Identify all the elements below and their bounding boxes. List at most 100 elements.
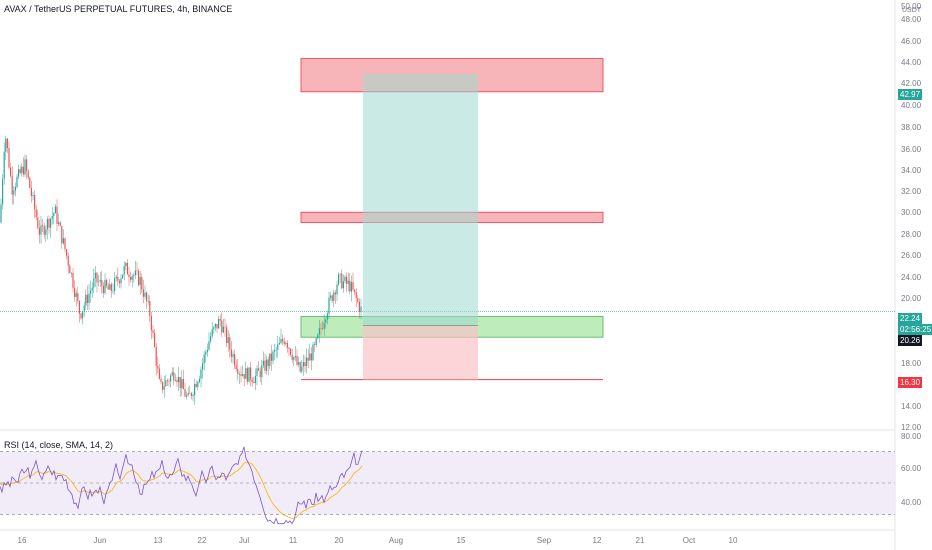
candle-body bbox=[80, 313, 82, 319]
candle-body bbox=[339, 273, 341, 275]
candlestick-series bbox=[0, 135, 362, 405]
candle-body bbox=[38, 227, 40, 235]
candle-body bbox=[19, 169, 21, 173]
candle-body bbox=[344, 276, 346, 282]
candle-body bbox=[2, 178, 4, 205]
candle-body bbox=[189, 392, 191, 394]
price-tick-label: 12.00 bbox=[901, 423, 922, 432]
candle-body bbox=[318, 328, 320, 335]
candle-body bbox=[304, 362, 306, 367]
long-position-tool[interactable] bbox=[363, 73, 478, 380]
candle-body bbox=[16, 176, 18, 187]
candle-body bbox=[269, 353, 271, 366]
price-tick-label: 30.00 bbox=[901, 208, 922, 217]
candle-body bbox=[288, 347, 290, 349]
candle-body bbox=[246, 368, 248, 382]
price-tick-label: 26.00 bbox=[901, 251, 922, 260]
price-tick-label: 18.00 bbox=[901, 359, 922, 368]
candle-body bbox=[208, 341, 210, 350]
candle-body bbox=[312, 344, 314, 361]
candle-body bbox=[21, 166, 23, 173]
candle-body bbox=[131, 276, 133, 280]
candle-body bbox=[94, 272, 96, 279]
candle-body bbox=[112, 290, 114, 292]
candle-body bbox=[309, 353, 311, 361]
loss-area[interactable] bbox=[363, 325, 478, 380]
time-tick-label: 21 bbox=[636, 536, 645, 545]
candle-body bbox=[3, 151, 5, 179]
candle-body bbox=[147, 301, 149, 302]
candle-body bbox=[170, 375, 172, 382]
candle-body bbox=[320, 328, 322, 329]
rsi-indicator-label[interactable]: RSI (14, close, SMA, 14, 2) bbox=[4, 440, 114, 450]
candle-body bbox=[109, 284, 111, 290]
candle-body bbox=[70, 272, 72, 274]
candle-body bbox=[258, 368, 260, 371]
candle-body bbox=[104, 280, 106, 294]
candle-body bbox=[14, 186, 16, 191]
candle-body bbox=[211, 329, 213, 337]
candle-body bbox=[125, 262, 127, 266]
candle-body bbox=[234, 354, 236, 366]
time-tick-label: 16 bbox=[18, 536, 27, 545]
candle-body bbox=[187, 392, 189, 396]
time-tick-label: Sep bbox=[537, 536, 552, 545]
rsi-tick-label: 80.00 bbox=[901, 432, 922, 441]
candle-body bbox=[30, 187, 32, 196]
candle-body bbox=[296, 355, 298, 365]
candle-body bbox=[69, 265, 71, 274]
candle-body bbox=[144, 292, 146, 297]
candle-body bbox=[219, 319, 221, 321]
time-tick-label: Oct bbox=[683, 536, 696, 545]
candle-body bbox=[98, 281, 100, 283]
candle-body bbox=[286, 342, 288, 348]
candle-body bbox=[317, 334, 319, 339]
candle-body bbox=[224, 326, 226, 328]
candle-body bbox=[160, 378, 162, 382]
candle-body bbox=[165, 380, 167, 387]
candle-body bbox=[184, 389, 186, 397]
rsi-level-badge: 20.26 bbox=[898, 335, 923, 346]
candle-body bbox=[96, 272, 98, 283]
price-tick-label: 20.00 bbox=[901, 294, 922, 303]
candle-body bbox=[331, 295, 333, 301]
price-axis[interactable]: 50.00 48.00 46.00 44.00 42.00 40.00 38.00 36.00… bbox=[0, 2, 922, 432]
candle-body bbox=[27, 170, 29, 178]
price-tick-label: 40.00 bbox=[901, 101, 922, 110]
candle-body bbox=[138, 270, 140, 286]
time-axis[interactable]: 16 Jun 13 22 Jul 11 20 Aug 15 Sep 12 21 Oct 10 bbox=[18, 536, 738, 545]
candle-body bbox=[230, 349, 232, 357]
time-tick-label: 10 bbox=[729, 536, 738, 545]
candle-body bbox=[42, 225, 44, 227]
candle-body bbox=[163, 386, 165, 390]
candle-body bbox=[85, 294, 87, 306]
candle-body bbox=[83, 305, 85, 312]
candle-body bbox=[294, 355, 296, 358]
candle-body bbox=[238, 374, 240, 375]
candle-body bbox=[198, 378, 200, 383]
candle-body bbox=[67, 255, 69, 266]
profit-area[interactable] bbox=[363, 73, 478, 326]
candle-body bbox=[270, 353, 272, 361]
candle-body bbox=[216, 324, 218, 329]
candle-body bbox=[181, 379, 183, 389]
candle-body bbox=[168, 380, 170, 382]
candle-body bbox=[315, 338, 317, 345]
candle-body bbox=[178, 376, 180, 383]
candle-body bbox=[349, 280, 351, 292]
candle-body bbox=[293, 357, 295, 360]
rsi-pane[interactable]: 80.00 60.00 40.00 bbox=[0, 432, 922, 525]
candle-body bbox=[51, 216, 53, 219]
candle-body bbox=[99, 280, 101, 282]
candle-body bbox=[291, 354, 293, 360]
candle-body bbox=[152, 330, 154, 333]
candle-body bbox=[133, 275, 135, 277]
candle-body bbox=[357, 298, 359, 302]
candle-body bbox=[5, 138, 7, 152]
candle-body bbox=[75, 293, 77, 297]
candle-body bbox=[110, 284, 112, 291]
candle-body bbox=[360, 306, 362, 312]
candle-body bbox=[259, 370, 261, 377]
time-tick-label: 11 bbox=[289, 536, 298, 545]
